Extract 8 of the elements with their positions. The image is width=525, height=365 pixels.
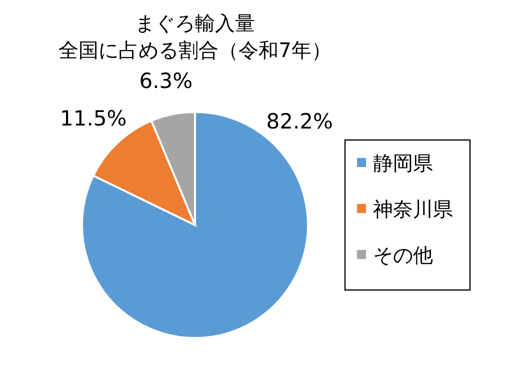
chart-title: まぐろ輸入量 xyxy=(135,11,255,35)
legend-label: その他 xyxy=(373,243,433,267)
legend-label: 静岡県 xyxy=(373,151,433,175)
data-label: 11.5% xyxy=(60,106,127,130)
data-label: 82.2% xyxy=(266,109,334,134)
data-label: 6.3% xyxy=(139,68,193,93)
legend-label: 神奈川県 xyxy=(373,197,453,221)
chart-subtitle: 全国に占める割合（令和7年） xyxy=(58,38,332,62)
